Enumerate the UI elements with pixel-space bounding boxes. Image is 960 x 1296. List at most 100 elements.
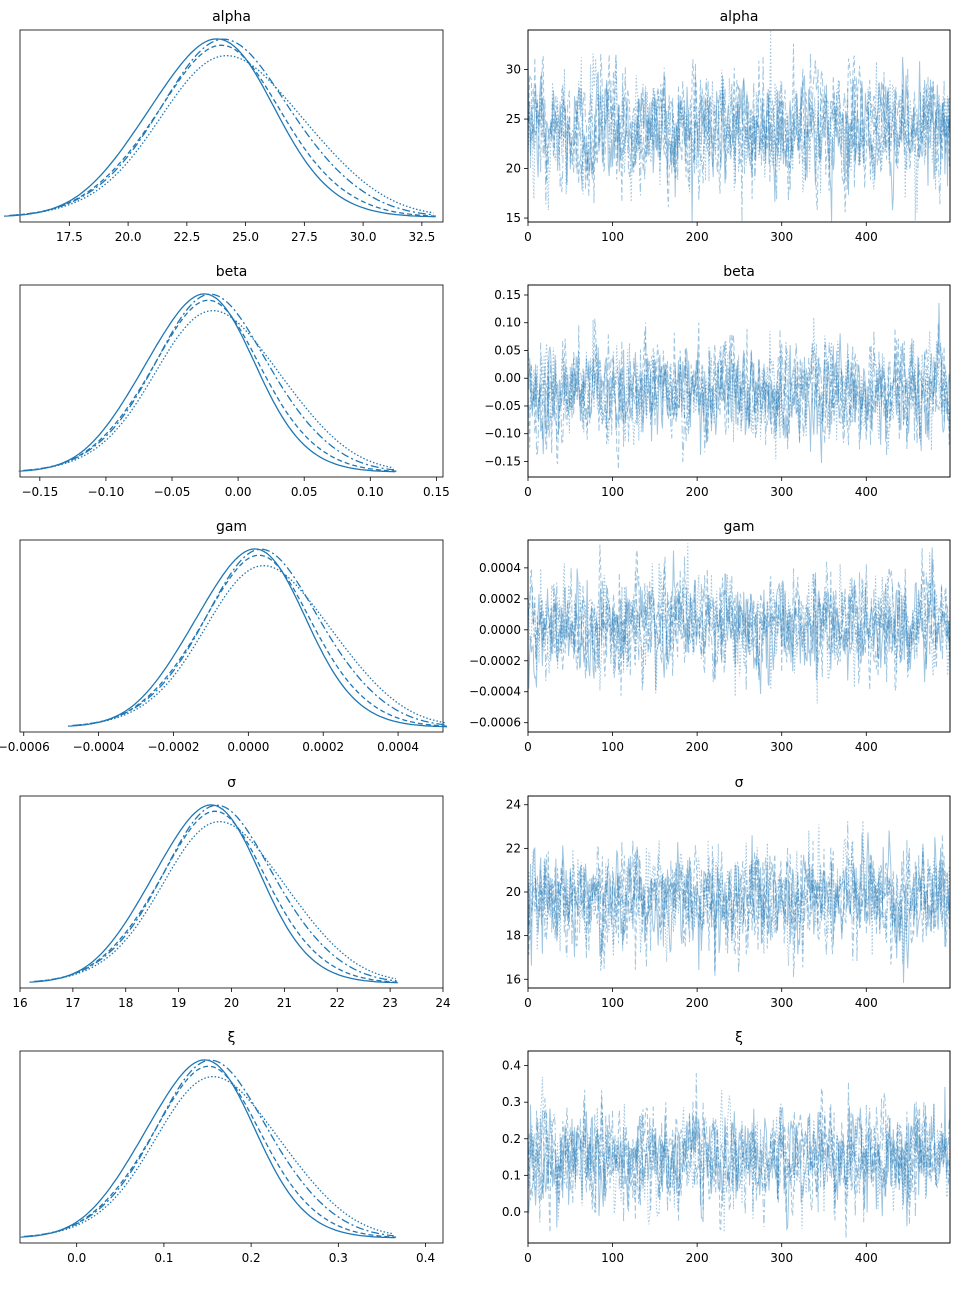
y-tick-label: 15 bbox=[506, 211, 521, 225]
x-tick-label: 32.5 bbox=[408, 230, 435, 244]
x-tick-label: 200 bbox=[686, 230, 709, 244]
y-tick-label: 22 bbox=[506, 841, 521, 855]
y-tick-label: −0.0006 bbox=[469, 716, 521, 730]
y-tick-label: 0.3 bbox=[502, 1095, 521, 1109]
axes-frame bbox=[19, 29, 444, 223]
kde-chain-line bbox=[25, 299, 397, 472]
kde-chain-line bbox=[35, 804, 397, 983]
panel-title: gam bbox=[723, 519, 754, 535]
x-tick-label: 200 bbox=[686, 996, 709, 1010]
x-tick-label: 0 bbox=[524, 230, 532, 244]
x-tick-label: 0 bbox=[524, 485, 532, 499]
x-tick-label: 19 bbox=[171, 996, 186, 1010]
x-tick-label: 17.5 bbox=[56, 230, 83, 244]
x-tick-label: 21 bbox=[277, 996, 292, 1010]
y-tick-label: −0.15 bbox=[484, 454, 521, 468]
x-tick-label: 300 bbox=[770, 1251, 793, 1265]
y-tick-label: 20 bbox=[506, 885, 521, 899]
y-tick-label: 0.2 bbox=[502, 1132, 521, 1146]
kde-chain-line bbox=[3, 38, 436, 218]
x-tick-label: 0 bbox=[524, 1251, 532, 1265]
x-tick-label: 20.0 bbox=[115, 230, 142, 244]
x-tick-label: 0.0004 bbox=[377, 740, 419, 754]
x-tick-label: −0.0004 bbox=[73, 740, 125, 754]
x-tick-label: 0.1 bbox=[154, 1251, 173, 1265]
kde-chain-line bbox=[9, 55, 434, 217]
trace-chain-line bbox=[527, 820, 951, 972]
x-tick-label: 0.05 bbox=[291, 485, 318, 499]
x-tick-label: 22 bbox=[330, 996, 345, 1010]
trace-chain-line bbox=[527, 29, 951, 221]
x-tick-label: 0.2 bbox=[242, 1251, 261, 1265]
x-tick-label: 16 bbox=[12, 996, 27, 1010]
y-tick-label: 0.1 bbox=[502, 1168, 521, 1182]
x-tick-label: 100 bbox=[601, 485, 624, 499]
x-tick-label: −0.0006 bbox=[0, 740, 50, 754]
x-tick-label: 300 bbox=[770, 996, 793, 1010]
kde-chain-line bbox=[24, 293, 395, 472]
trace-chain-line bbox=[527, 317, 951, 460]
x-tick-label: 0.3 bbox=[329, 1251, 348, 1265]
kde-chain-line bbox=[36, 810, 399, 983]
y-tick-label: 0.10 bbox=[494, 316, 521, 330]
trace-chain-line bbox=[527, 52, 951, 223]
x-tick-label: 0 bbox=[524, 740, 532, 754]
y-tick-label: 0.0000 bbox=[479, 623, 521, 637]
kde-chain-line bbox=[25, 1059, 394, 1238]
y-tick-label: −0.0004 bbox=[469, 685, 521, 699]
x-tick-label: 100 bbox=[601, 230, 624, 244]
x-tick-label: −0.10 bbox=[88, 485, 125, 499]
axes-frame bbox=[527, 29, 951, 223]
x-tick-label: 27.5 bbox=[291, 230, 318, 244]
kde-chain-line bbox=[23, 310, 394, 472]
y-tick-label: 16 bbox=[506, 972, 521, 986]
y-tick-label: 0.4 bbox=[502, 1059, 521, 1073]
x-tick-label: 200 bbox=[686, 740, 709, 754]
trace-chain-line bbox=[527, 54, 951, 223]
trace-chain-line bbox=[527, 834, 951, 976]
x-tick-label: 18 bbox=[118, 996, 133, 1010]
x-tick-label: −0.05 bbox=[154, 485, 191, 499]
x-tick-label: 17 bbox=[65, 996, 80, 1010]
panel-title: gam bbox=[216, 519, 247, 535]
y-tick-label: 0.0002 bbox=[479, 592, 521, 606]
panel-title: σ bbox=[227, 775, 236, 791]
trace-chain-line bbox=[527, 302, 951, 464]
x-tick-label: 0 bbox=[524, 996, 532, 1010]
x-tick-label: 400 bbox=[855, 996, 878, 1010]
y-tick-label: −0.05 bbox=[484, 399, 521, 413]
axes-frame bbox=[527, 284, 951, 478]
kde-chain-line bbox=[73, 548, 446, 727]
trace-chain-line bbox=[527, 543, 951, 704]
x-tick-label: 0.0 bbox=[67, 1251, 86, 1265]
x-tick-label: 100 bbox=[601, 740, 624, 754]
trace-chain-line bbox=[527, 830, 951, 983]
panel-title: ξ bbox=[228, 1030, 236, 1046]
trace-chain-line bbox=[527, 547, 951, 695]
y-tick-label: 0.00 bbox=[494, 371, 521, 385]
panel-title: beta bbox=[216, 264, 248, 280]
trace-chain-line bbox=[527, 1072, 951, 1228]
y-tick-label: 0.0 bbox=[502, 1205, 521, 1219]
panel-title: σ bbox=[735, 775, 744, 791]
kde-chain-line bbox=[18, 293, 396, 473]
axes-frame bbox=[19, 1050, 444, 1244]
x-tick-label: 0.4 bbox=[416, 1251, 435, 1265]
axes-frame bbox=[527, 539, 951, 733]
x-tick-label: 20 bbox=[224, 996, 239, 1010]
trace-chain-line bbox=[527, 43, 951, 213]
trace-chain-line bbox=[527, 544, 951, 696]
x-tick-label: 200 bbox=[686, 1251, 709, 1265]
kde-chain-line bbox=[12, 44, 437, 217]
trace-chain-line bbox=[527, 1086, 951, 1231]
x-tick-label: 400 bbox=[855, 740, 878, 754]
y-tick-label: −0.10 bbox=[484, 427, 521, 441]
trace-chain-line bbox=[527, 821, 951, 978]
x-tick-label: 100 bbox=[601, 1251, 624, 1265]
kde-chain-line bbox=[26, 1065, 397, 1238]
x-tick-label: 30.0 bbox=[350, 230, 377, 244]
x-tick-label: 24 bbox=[435, 996, 450, 1010]
trace-chain-line bbox=[527, 556, 951, 692]
x-tick-label: 100 bbox=[601, 996, 624, 1010]
